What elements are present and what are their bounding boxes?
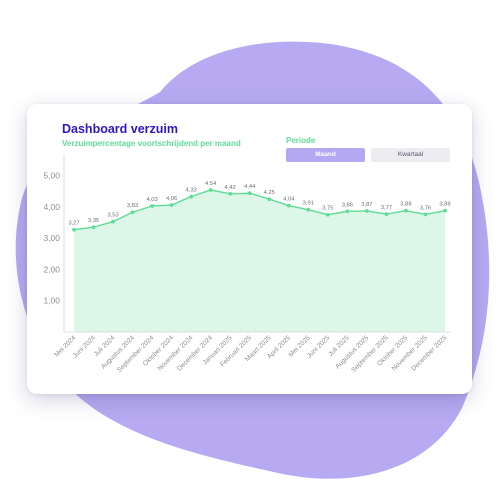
period-label: Periode — [286, 136, 316, 145]
data-label: 4,03 — [146, 197, 157, 203]
data-point — [404, 208, 408, 213]
data-label: 3,91 — [303, 201, 314, 207]
data-label: 4,42 — [225, 185, 236, 191]
data-point — [247, 191, 252, 196]
data-label: 3,76 — [420, 205, 431, 211]
data-label: 3,35 — [88, 218, 99, 224]
y-tick-label: 2,00 — [43, 264, 60, 274]
dashboard-title: Dashboard verzuim — [62, 122, 179, 136]
data-point — [345, 209, 350, 214]
data-point — [443, 208, 447, 213]
data-label: 3,88 — [400, 202, 411, 208]
data-label: 4,06 — [166, 196, 177, 202]
data-label: 4,44 — [244, 184, 256, 190]
data-label: 4,04 — [283, 197, 295, 203]
data-point — [423, 212, 428, 217]
y-tick-label: 4,00 — [43, 202, 60, 212]
data-point — [325, 212, 330, 217]
dashboard-card: Dashboard verzuim Verzuimpercentage voor… — [27, 104, 472, 394]
data-label: 4,25 — [264, 190, 275, 196]
data-label: 3,53 — [107, 213, 118, 219]
data-label: 3,86 — [342, 202, 353, 208]
data-label: 4,33 — [186, 188, 197, 194]
data-label: 3,87 — [361, 202, 372, 208]
dashboard-subtitle: Verzuimpercentage voortschrijdend per ma… — [62, 139, 241, 148]
data-point — [384, 212, 389, 217]
data-point — [267, 197, 272, 201]
x-tick-label: December 2025 — [410, 334, 448, 372]
absence-area-chart: 1,00 2,00 3,00 4,00 5,00 3,27 3,35 3,53 3,83 4,03… — [43, 154, 451, 374]
data-label: 3,83 — [127, 203, 138, 209]
data-point — [130, 210, 135, 215]
area-fill — [74, 190, 445, 332]
data-point — [169, 203, 174, 207]
y-tick-label: 3,00 — [43, 233, 60, 243]
y-tick-label: 5,00 — [43, 171, 60, 181]
data-label: 3,77 — [381, 205, 392, 211]
period-quarter-button[interactable]: Kwartaal — [371, 148, 450, 162]
data-point — [306, 207, 311, 212]
data-point — [72, 227, 76, 232]
data-point — [150, 204, 155, 208]
data-label: 3,75 — [322, 206, 333, 212]
data-point — [364, 209, 369, 213]
data-label: 4,54 — [205, 181, 217, 187]
data-point — [111, 219, 115, 224]
data-point — [228, 191, 233, 196]
data-point — [91, 225, 96, 230]
period-month-button[interactable]: Maand — [286, 148, 365, 162]
data-label: 3,88 — [439, 202, 450, 208]
series-line — [73, 189, 446, 231]
y-tick-label: 1,00 — [43, 296, 60, 306]
data-point — [208, 188, 213, 192]
data-point — [286, 203, 291, 208]
data-label: 3,27 — [68, 221, 79, 227]
data-point — [189, 194, 194, 199]
